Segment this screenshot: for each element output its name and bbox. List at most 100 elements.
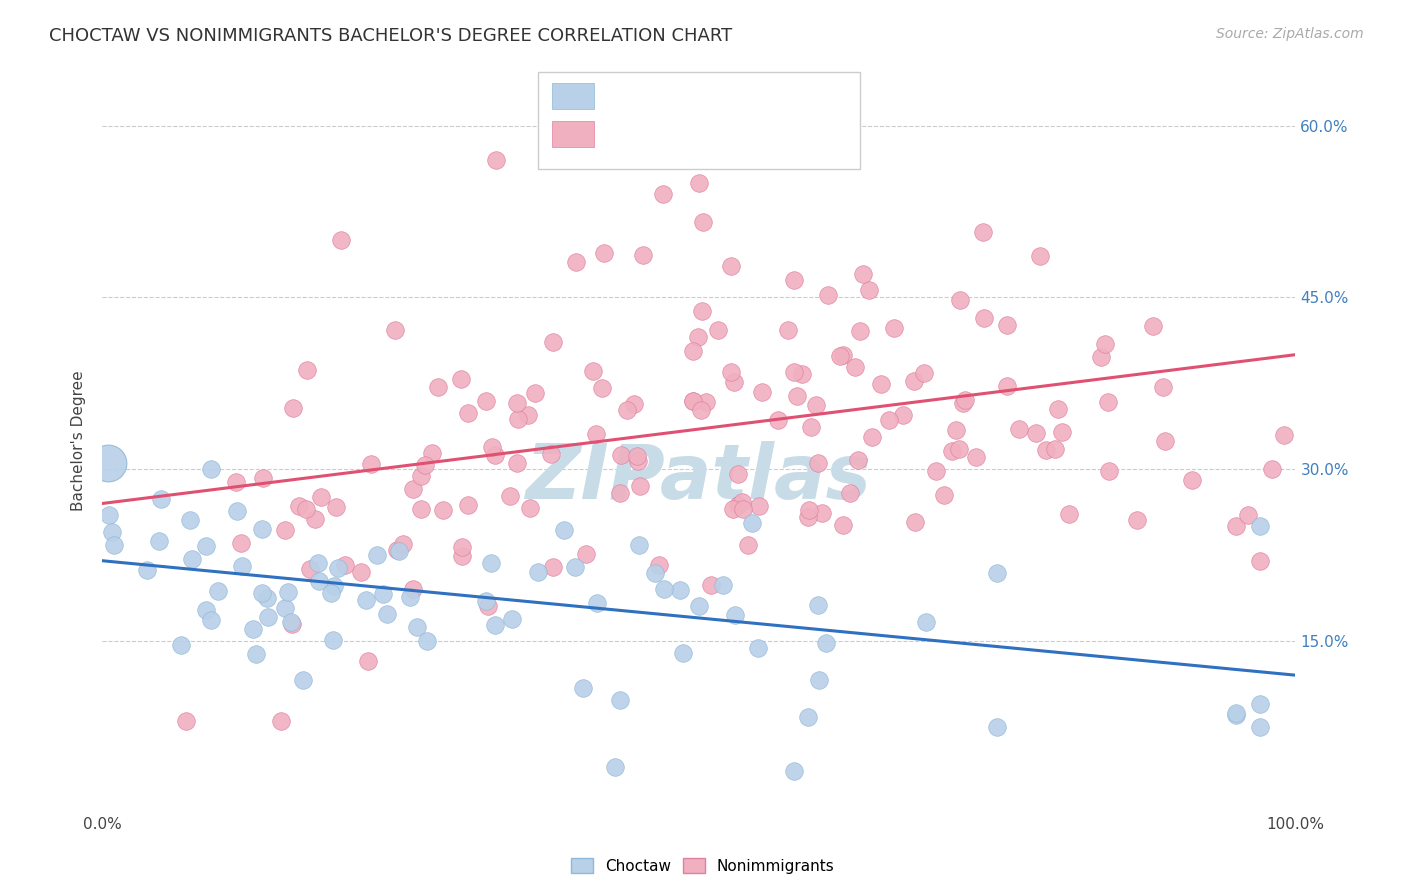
Point <box>360 457 382 471</box>
Point <box>1094 336 1116 351</box>
Point <box>582 364 605 378</box>
Point <box>450 549 472 563</box>
Point <box>1035 443 1057 458</box>
Point <box>422 446 444 460</box>
Text: R =: R = <box>612 87 651 105</box>
Point <box>948 442 970 456</box>
Point <box>274 523 297 537</box>
Point <box>786 389 808 403</box>
Point <box>783 365 806 379</box>
Point <box>631 248 654 262</box>
Point <box>273 601 295 615</box>
Point <box>682 343 704 358</box>
Point <box>501 612 523 626</box>
Point <box>797 709 820 723</box>
Legend: Choctaw, Nonimmigrants: Choctaw, Nonimmigrants <box>565 852 841 880</box>
Point <box>1225 706 1247 720</box>
Point <box>723 375 745 389</box>
Point <box>323 579 346 593</box>
Point <box>799 502 821 516</box>
Point <box>366 548 388 562</box>
Point <box>541 334 564 349</box>
Point <box>174 714 197 728</box>
Point <box>807 456 830 470</box>
Point <box>832 518 855 533</box>
Point <box>541 560 564 574</box>
Point <box>477 599 499 614</box>
Point <box>280 617 302 632</box>
Point <box>572 681 595 696</box>
Point <box>807 598 830 612</box>
Text: N =: N = <box>735 125 776 143</box>
Point <box>766 413 789 427</box>
FancyBboxPatch shape <box>537 72 860 169</box>
Point <box>815 636 838 650</box>
Point <box>250 586 273 600</box>
Point <box>225 475 247 489</box>
Point <box>1007 422 1029 436</box>
Point <box>628 479 651 493</box>
Point <box>307 556 329 570</box>
Point <box>807 673 830 688</box>
Point <box>295 363 318 377</box>
Point <box>506 395 529 409</box>
Point <box>883 321 905 335</box>
Point <box>304 511 326 525</box>
Point <box>995 318 1018 332</box>
Point <box>783 273 806 287</box>
Point <box>200 614 222 628</box>
Point <box>707 323 730 337</box>
Point <box>1152 379 1174 393</box>
Point <box>484 448 506 462</box>
Point <box>711 578 734 592</box>
Point <box>692 215 714 229</box>
Point <box>986 566 1008 581</box>
Text: Source: ZipAtlas.com: Source: ZipAtlas.com <box>1216 27 1364 41</box>
Point <box>720 365 742 379</box>
Point <box>682 394 704 409</box>
Point <box>934 488 956 502</box>
Point <box>148 533 170 548</box>
Point <box>1249 554 1271 568</box>
FancyBboxPatch shape <box>553 83 593 109</box>
Point <box>1225 708 1247 723</box>
Point <box>1059 508 1081 522</box>
Point <box>256 591 278 606</box>
Point <box>135 563 157 577</box>
Point <box>727 467 749 482</box>
Point <box>623 397 645 411</box>
Point <box>1090 350 1112 364</box>
Point <box>481 440 503 454</box>
Point <box>776 323 799 337</box>
Point <box>1181 473 1204 487</box>
Point <box>817 288 839 302</box>
Point <box>610 448 633 462</box>
Point <box>731 495 754 509</box>
Point <box>652 187 675 202</box>
Point <box>399 590 422 604</box>
Point <box>870 377 893 392</box>
Point <box>605 760 627 774</box>
Point <box>891 408 914 422</box>
Point <box>797 510 820 524</box>
Point <box>1125 513 1147 527</box>
Point <box>585 596 607 610</box>
Point <box>858 283 880 297</box>
Point <box>720 259 742 273</box>
Point <box>150 491 173 506</box>
Point <box>1142 318 1164 333</box>
Point <box>860 430 883 444</box>
Point <box>499 489 522 503</box>
Point <box>181 552 204 566</box>
Point <box>402 482 425 496</box>
Point <box>721 502 744 516</box>
Point <box>170 638 193 652</box>
Point <box>1097 464 1119 478</box>
Point <box>98 508 121 522</box>
Point <box>288 500 311 514</box>
Point <box>450 372 472 386</box>
Point <box>354 593 377 607</box>
Point <box>350 565 373 579</box>
Point <box>832 348 855 362</box>
Point <box>411 468 433 483</box>
